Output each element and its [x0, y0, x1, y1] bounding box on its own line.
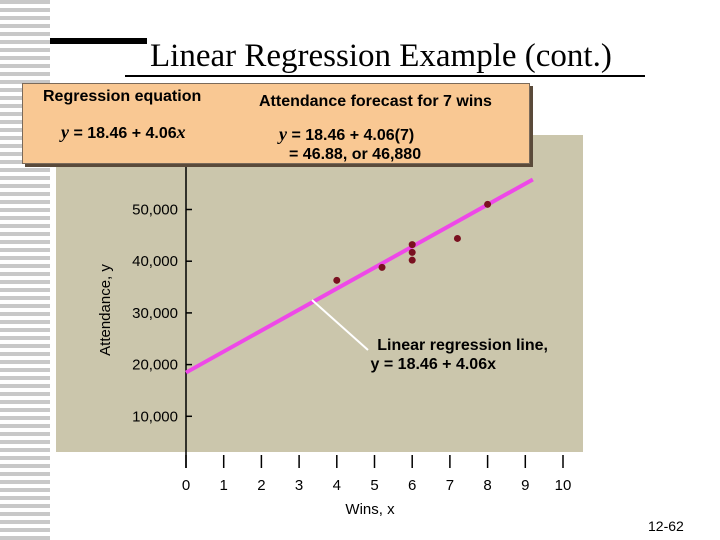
forecast-line-2: = 46.88, or 46,880 [289, 146, 422, 163]
data-point [408, 241, 416, 249]
data-point [484, 200, 492, 208]
regression-line [185, 177, 534, 375]
x-tick-label: 7 [446, 477, 454, 494]
annotation-line-1: Linear regression line, [377, 337, 548, 354]
title-underline [125, 75, 645, 77]
y-tick-label: 10,000 [132, 408, 178, 425]
x-tick-label: 9 [521, 477, 529, 494]
x-axis-label: Wins, x [345, 501, 395, 518]
slide-title: Linear Regression Example (cont.) [150, 38, 612, 74]
title-accent-bar [50, 38, 147, 44]
equation-heading: Regression equation [43, 88, 202, 105]
x-tick-label: 3 [295, 477, 303, 494]
x-tick-label: 4 [333, 477, 341, 494]
y-tick-label: 50,000 [132, 202, 178, 219]
x-tick-label: 1 [220, 477, 228, 494]
y-tick-label: 40,000 [132, 253, 178, 270]
annotation-pointer [311, 299, 369, 351]
x-tick-label: 10 [555, 477, 572, 494]
forecast-heading: Attendance forecast for 7 wins [259, 93, 492, 110]
data-point [453, 234, 461, 242]
data-point [378, 263, 386, 271]
forecast-line-1: y = 18.46 + 4.06(7) [279, 124, 415, 144]
slide-number: 12-62 [648, 518, 684, 534]
x-tick-label: 8 [483, 477, 491, 494]
y-tick-label: 20,000 [132, 357, 178, 374]
regression-callout-box: Regression equation y = 18.46 + 4.06x At… [22, 83, 530, 164]
annotation-line-2: y = 18.46 + 4.06x [371, 356, 497, 373]
x-tick-label: 2 [257, 477, 265, 494]
plot-area [56, 135, 583, 452]
x-tick-label: 0 [182, 477, 190, 494]
data-point [333, 276, 341, 284]
data-point [408, 248, 416, 256]
y-tick-label: 30,000 [132, 305, 178, 322]
data-point [408, 256, 416, 264]
equation-text: y = 18.46 + 4.06x [61, 122, 186, 142]
x-tick-label: 6 [408, 477, 416, 494]
y-axis-label: Attendance, y [97, 264, 114, 356]
x-tick-label: 5 [370, 477, 378, 494]
